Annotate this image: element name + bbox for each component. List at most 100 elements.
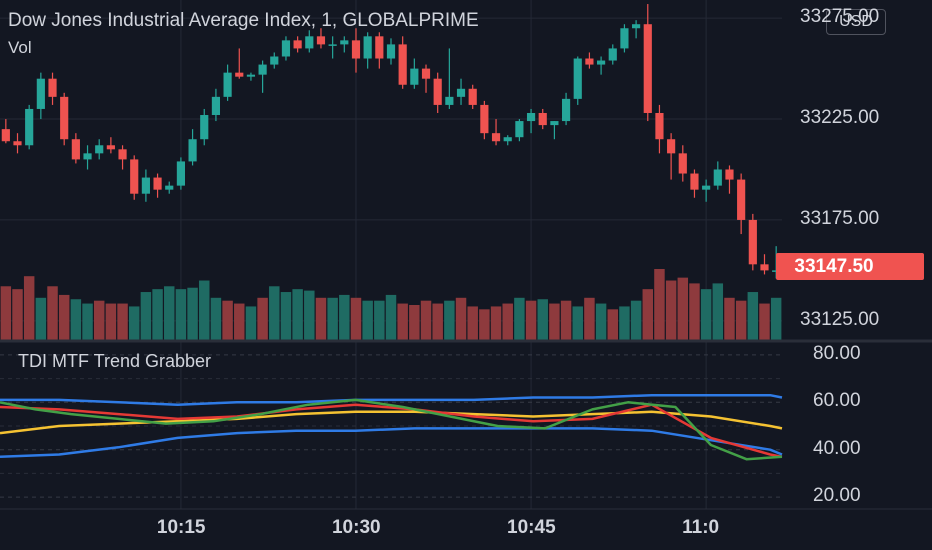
volume-bar	[234, 303, 245, 341]
volume-bar	[514, 297, 525, 341]
candle-body	[620, 28, 629, 49]
candle-body	[363, 36, 372, 59]
volume-bar	[304, 290, 315, 341]
volume-bar	[735, 300, 747, 341]
tdi-series-line	[0, 410, 783, 435]
indicator-tick-label: 40.00	[813, 437, 861, 459]
volume-bar	[47, 286, 58, 341]
time-tick-label: 10:15	[156, 517, 206, 538]
volume-bar	[537, 299, 548, 341]
candle-body	[106, 145, 115, 150]
candle-body	[246, 74, 256, 77]
volume-bar	[82, 303, 93, 341]
price-tick-label: 33175.00	[800, 207, 880, 229]
volume-bar	[339, 294, 350, 341]
candle-body	[702, 185, 711, 190]
volume-bar	[502, 303, 513, 341]
volume-bar	[549, 303, 560, 341]
candle-body	[141, 177, 150, 194]
indicator-title[interactable]: TDI MTF Trend Grabber	[18, 351, 212, 371]
volume-bar	[385, 294, 397, 341]
candle-body	[445, 96, 454, 105]
price-candles	[1, 4, 781, 279]
candle-body	[200, 115, 209, 140]
volume-bar	[712, 283, 724, 341]
volume-bar	[444, 300, 455, 341]
volume-bar	[724, 297, 735, 341]
volume-bar	[128, 306, 140, 341]
volume-bar	[210, 297, 222, 341]
candle-body	[632, 24, 641, 29]
time-tick-label: 10:45	[507, 517, 556, 538]
currency-button[interactable]: USD	[826, 9, 886, 35]
volume-bar	[362, 300, 373, 341]
volume-bar	[409, 305, 420, 341]
candle-body	[561, 98, 571, 122]
volume-bar	[152, 289, 163, 341]
last-price-badge: 33147.50	[776, 253, 924, 280]
candle-body	[468, 88, 477, 105]
indicator-tick-label: 80.00	[813, 342, 861, 364]
candle-body	[340, 40, 349, 45]
candle-body	[211, 96, 221, 116]
volume-bar	[245, 306, 257, 341]
time-tick-label: 10:30	[331, 517, 381, 538]
volume-bar	[140, 292, 152, 341]
candle-body	[71, 139, 80, 160]
volume-legend[interactable]: Vol	[8, 38, 32, 57]
volume-bar	[572, 306, 583, 341]
candle-body	[258, 64, 267, 75]
volume-bar	[257, 297, 268, 341]
volume-bar	[619, 306, 630, 341]
volume-bar	[630, 300, 642, 341]
candle-body	[456, 88, 466, 97]
volume-bar	[12, 289, 23, 341]
candle-body	[235, 72, 244, 77]
volume-bar	[222, 300, 233, 341]
volume-bar	[584, 297, 595, 341]
candle-body	[60, 96, 69, 140]
candle-body	[690, 173, 699, 190]
volume-bar	[759, 303, 770, 341]
volume-bar	[665, 280, 677, 341]
volume-bar	[455, 297, 467, 341]
volume-bar	[327, 297, 338, 341]
volume-bar	[642, 289, 654, 341]
candle-body	[176, 161, 185, 186]
candle-body	[351, 40, 361, 59]
candle-body	[526, 112, 536, 122]
volume-bar	[105, 303, 117, 341]
candle-body	[491, 133, 501, 142]
candle-body	[328, 44, 337, 46]
candle-body	[713, 169, 722, 186]
candle-body	[398, 44, 407, 85]
candle-body	[737, 179, 746, 220]
chart-title[interactable]: Dow Jones Industrial Average Index, 1, G…	[8, 10, 479, 31]
volume-bar	[350, 297, 362, 341]
candle-body	[667, 139, 676, 154]
volume-bar	[677, 277, 689, 341]
volume-bar	[164, 286, 175, 341]
volume-bar	[0, 286, 12, 341]
volume-bar	[269, 286, 280, 341]
volume-bar	[58, 294, 70, 341]
candle-body	[118, 149, 127, 160]
volume-bar	[93, 300, 105, 341]
indicator-tick-label: 20.00	[813, 485, 861, 507]
volume-bar	[187, 287, 198, 341]
price-tick-label: 33125.00	[800, 308, 880, 330]
tdi-series-line	[0, 393, 783, 406]
tdi-series-line	[0, 398, 783, 461]
volume-bar	[770, 297, 782, 341]
candle-body	[643, 24, 652, 113]
candle-body	[95, 145, 104, 154]
tdi-series-line	[0, 427, 783, 459]
candle-body	[597, 60, 606, 65]
tdi-lines	[0, 393, 783, 461]
candle-body	[375, 36, 384, 59]
candle-body	[188, 139, 197, 162]
candle-body	[585, 58, 594, 65]
candle-body	[538, 112, 547, 126]
price-tick-label: 33275.00	[800, 6, 880, 28]
